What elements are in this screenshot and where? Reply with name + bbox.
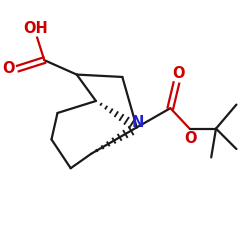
Text: OH: OH (24, 21, 48, 36)
Text: O: O (184, 131, 197, 146)
Text: N: N (132, 114, 144, 130)
Text: O: O (2, 61, 15, 76)
Text: O: O (172, 66, 185, 81)
